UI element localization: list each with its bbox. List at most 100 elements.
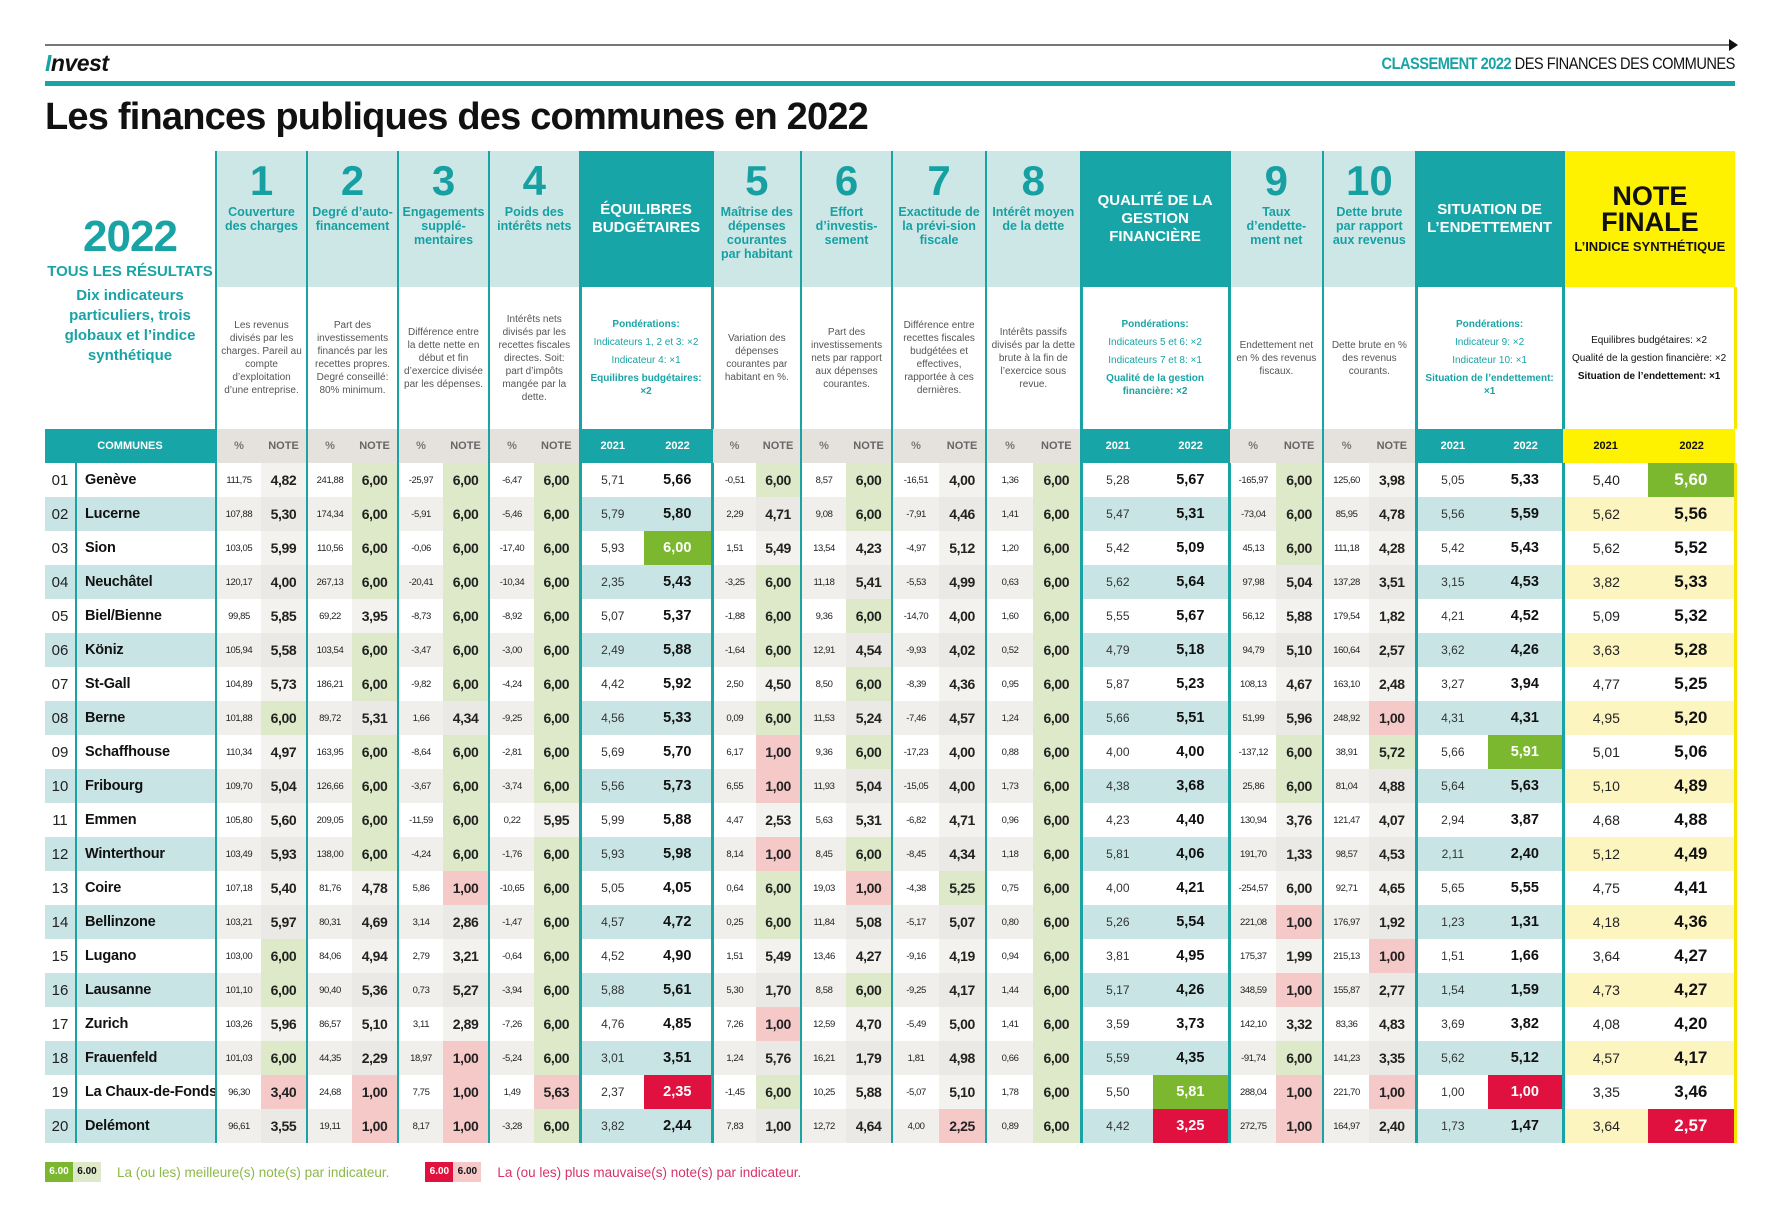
pct-cell: -8,73 (397, 599, 444, 633)
score-2022-cell: 3,25 (1153, 1109, 1231, 1143)
score-2021-cell: 5,10 (1561, 769, 1649, 803)
score-2021-cell: 4,31 (1414, 701, 1489, 735)
pct-cell: -1,45 (711, 1075, 757, 1109)
score-2022-cell: 4,31 (1488, 701, 1565, 735)
table-row: 01 Genève 111,75 4,82 241,88 6,00 -25,97 6,00 -6… (45, 463, 1737, 497)
score-2021-cell: 5,93 (578, 837, 645, 871)
pct-cell: -20,41 (397, 565, 444, 599)
commune-name: St-Gall (85, 676, 131, 692)
score-2022-cell: 5,33 (1488, 463, 1565, 497)
pct-cell: 107,18 (215, 871, 261, 905)
pct-column-header: % (711, 429, 757, 463)
legend-best-text: La (ou les) meilleure(s) note(s) par ind… (117, 1164, 390, 1180)
note-cell: 6,00 (1033, 667, 1082, 701)
score-2022-cell: 5,43 (644, 565, 714, 599)
score-2021-cell: 3,59 (1079, 1007, 1154, 1041)
score-2022-cell: 4,20 (1648, 1007, 1737, 1041)
score-2022-cell: 5,67 (1153, 463, 1231, 497)
pct-cell: 96,61 (215, 1109, 261, 1143)
communes-header: COMMUNES (45, 429, 216, 463)
weight-result: Situation de l’endettement: ×1 (1425, 373, 1554, 397)
score-2022-cell: 4,90 (644, 939, 714, 973)
note-cell: 6,00 (1276, 1041, 1324, 1075)
note-cell: 4,94 (352, 939, 399, 973)
table-row: 20 Delémont 96,61 3,55 19,11 1,00 8,17 1,00 -3,2… (45, 1109, 1737, 1143)
table-row: 06 Köniz 105,94 5,58 103,54 6,00 -3,47 6,00 -3,0… (45, 633, 1737, 667)
note-cell: 1,82 (1369, 599, 1417, 633)
pct-cell: 121,47 (1322, 803, 1370, 837)
pct-cell: -17,23 (891, 735, 940, 769)
indicator-number: 7 (927, 157, 951, 204)
score-2021-cell: 1,73 (1414, 1109, 1489, 1143)
pct-cell: 248,92 (1322, 701, 1370, 735)
pct-cell: 111,75 (215, 463, 261, 497)
note-cell: 6,00 (443, 599, 490, 633)
pct-cell: -1,64 (711, 633, 757, 667)
score-2022-cell: 3,94 (1488, 667, 1565, 701)
pct-cell: 97,98 (1228, 565, 1277, 599)
note-cell: 5,60 (261, 803, 308, 837)
pct-column-header: % (1322, 429, 1370, 463)
score-2022-cell: 4,40 (1153, 803, 1231, 837)
note-cell: 6,00 (534, 599, 581, 633)
pct-cell: 94,79 (1228, 633, 1277, 667)
note-cell: 4,07 (1369, 803, 1417, 837)
note-cell: 4,78 (1369, 497, 1417, 531)
pct-cell: -5,49 (891, 1007, 940, 1041)
pct-cell: 0,94 (985, 939, 1034, 973)
weight-result: Qualité de la gestion financière: ×2 (1106, 373, 1204, 397)
note-cell: 3,98 (1369, 463, 1417, 497)
score-2021-cell: 4,79 (1079, 633, 1154, 667)
note-cell: 6,00 (1033, 905, 1082, 939)
table-row: 14 Bellinzone 103,21 5,97 80,31 4,69 3,14 2,86-… (45, 905, 1737, 939)
score-2022-cell: 5,98 (644, 837, 714, 871)
note-cell: 4,17 (939, 973, 987, 1007)
weight-result: Equilibres budgétaires: ×2 (590, 373, 702, 397)
score-2022-cell: 3,51 (644, 1041, 714, 1075)
score-2022-cell: 5,28 (1648, 633, 1737, 667)
pct-cell: 0,25 (711, 905, 757, 939)
note-cell: 4,00 (939, 769, 987, 803)
note-cell: 6,00 (1276, 769, 1324, 803)
score-2022-cell: 5,54 (1153, 905, 1231, 939)
score-2022-cell: 5,33 (1648, 565, 1737, 599)
pct-cell: 85,95 (1322, 497, 1370, 531)
note-cell: 6,00 (352, 565, 399, 599)
pct-cell: 111,18 (1322, 531, 1370, 565)
score-2022-cell: 5,60 (1648, 463, 1737, 497)
score-2021-cell: 1,51 (1414, 939, 1489, 973)
indicator-title: Degré d’auto-financement (312, 205, 393, 233)
score-2022-cell: 5,52 (1648, 531, 1737, 565)
score-2022-cell: 3,46 (1648, 1075, 1737, 1109)
note-cell: 4,23 (846, 531, 893, 565)
pct-cell: 120,17 (215, 565, 261, 599)
pct-cell: 1,49 (488, 1075, 535, 1109)
header-rule (45, 81, 1735, 86)
pct-cell: -4,38 (891, 871, 940, 905)
score-2022-cell: 5,31 (1153, 497, 1231, 531)
pct-cell: 103,05 (215, 531, 261, 565)
note-cell: 1,79 (846, 1041, 893, 1075)
note-cell: 4,97 (261, 735, 308, 769)
arrow-icon (1729, 39, 1738, 51)
commune-name: Lucerne (76, 497, 216, 531)
pct-cell: 1,18 (985, 837, 1034, 871)
score-2021-cell: 4,23 (1079, 803, 1154, 837)
indicator-description: Intérêts passifs divisés par la dette br… (985, 287, 1082, 429)
note-cell: 6,00 (261, 701, 308, 735)
pct-cell: -73,04 (1228, 497, 1277, 531)
note-cell: 6,00 (1033, 939, 1082, 973)
pct-cell: -1,88 (711, 599, 757, 633)
commune-name: Coire (85, 880, 122, 896)
pct-cell: 348,59 (1228, 973, 1277, 1007)
composite-header: ÉQUILIBRES BUDGÉTAIRES (578, 151, 714, 287)
pct-cell: 272,75 (1228, 1109, 1277, 1143)
note-cell: 3,76 (1276, 803, 1324, 837)
note-cell: 2,77 (1369, 973, 1417, 1007)
table-row: 02 Lucerne 107,88 5,30 174,34 6,00 -5,91 6,00 -5… (45, 497, 1737, 531)
score-2022-cell: 4,05 (644, 871, 714, 905)
score-2021-cell: 5,42 (1414, 531, 1489, 565)
note-cell: 6,00 (846, 667, 893, 701)
pct-cell: 1,78 (985, 1075, 1034, 1109)
commune-name: Lausanne (76, 973, 216, 1007)
